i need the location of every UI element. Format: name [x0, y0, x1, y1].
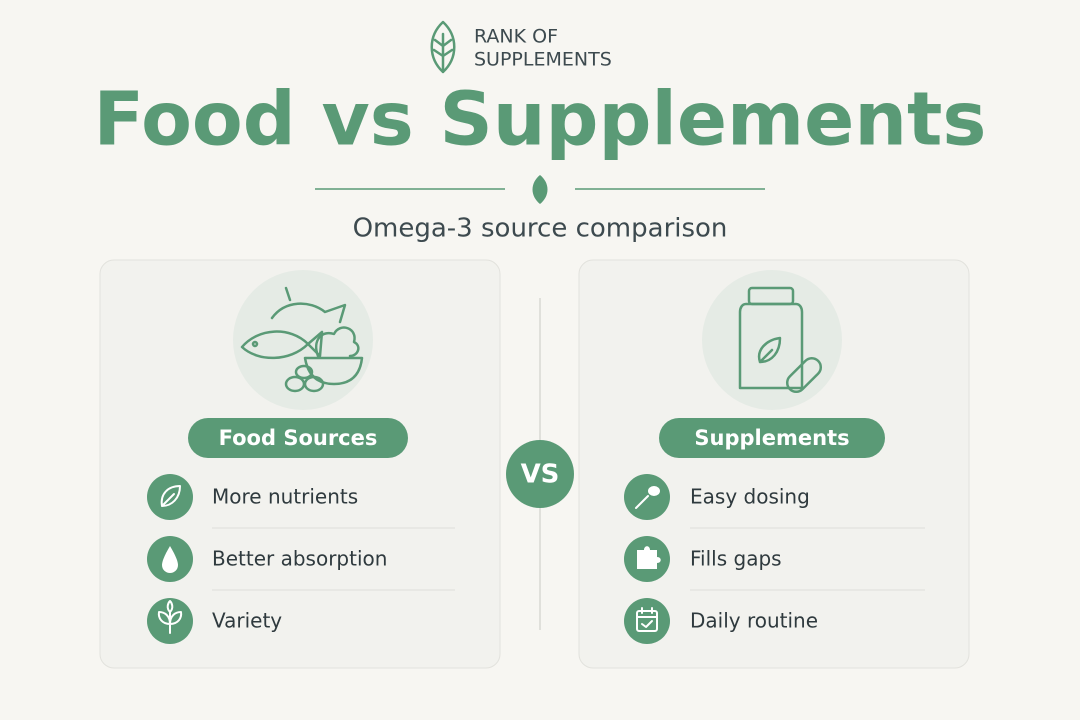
panel-heading: Food Sources — [219, 426, 378, 450]
divider-leaf — [532, 175, 548, 204]
title: Food vs Supplements — [94, 77, 987, 163]
item-text: Daily routine — [690, 609, 818, 633]
subtitle: Omega-3 source comparison — [353, 214, 728, 244]
supplement-illustration — [738, 286, 823, 394]
item-icon — [147, 536, 193, 582]
vs-text: VS — [521, 460, 560, 490]
panel — [99, 259, 501, 669]
brand-line: RANK OF — [474, 26, 558, 48]
item-icon — [624, 536, 670, 582]
logo-leaf — [430, 20, 456, 74]
item-icon — [147, 598, 193, 644]
vs-badge — [506, 440, 574, 508]
item-text: More nutrients — [212, 485, 358, 509]
item-icon — [624, 474, 670, 520]
panel — [578, 259, 970, 669]
item-icon — [147, 474, 193, 520]
heading-pill — [188, 418, 408, 458]
item-list: More nutrients Better absorption Variety Ea… — [212, 485, 818, 633]
panel-heading: Supplements — [694, 426, 849, 450]
heading-pill — [659, 418, 885, 458]
item-text: Better absorption — [212, 547, 387, 571]
item-icon — [624, 598, 670, 644]
item-text: Easy dosing — [690, 485, 810, 509]
item-text: Fills gaps — [690, 547, 782, 571]
brand-line: SUPPLEMENTS — [474, 49, 612, 71]
food-illustration — [240, 286, 364, 393]
item-text: Variety — [212, 609, 282, 633]
